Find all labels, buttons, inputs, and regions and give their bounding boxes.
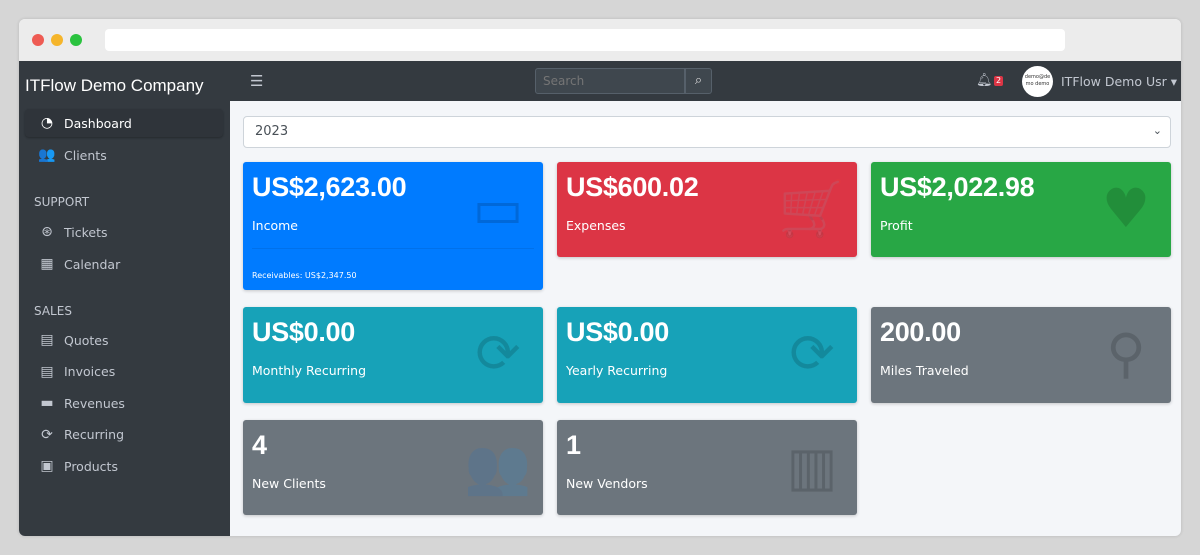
stat-label: Miles Traveled [880, 363, 969, 378]
sync-icon: ⟳ [789, 322, 835, 385]
stat-value: 4 [252, 430, 267, 460]
sidebar-item-label: Tickets [64, 224, 108, 240]
search-button[interactable]: ⌕ [685, 68, 712, 94]
receivables-text: Receivables: US$2,347.50 [252, 271, 357, 280]
stat-value: US$2,022.98 [880, 172, 1035, 202]
avatar[interactable]: demo@demo demo [1022, 66, 1053, 97]
stat-value: 200.00 [880, 317, 961, 347]
stat-value: US$2,623.00 [252, 172, 407, 202]
address-bar[interactable] [105, 29, 1065, 51]
sidebar-item-label: Dashboard [64, 115, 132, 131]
sidebar-item-products[interactable]: ▣ Products [25, 452, 223, 480]
users-icon: 👥 [464, 435, 532, 498]
divider [252, 248, 534, 249]
sync-icon: ⟳ [41, 426, 53, 443]
sidebar-item-label: Recurring [64, 427, 124, 443]
credit-card-icon: ▭ [472, 177, 524, 240]
browser-window: ITFlow Demo Company ◔ Dashboard 👥 Clients SU… [19, 19, 1181, 536]
stat-card-expenses[interactable]: US$600.02 Expenses 🛒 [557, 162, 857, 257]
route-icon: ⚲ [1106, 322, 1146, 385]
invoice-icon: ▤ [40, 363, 54, 380]
sidebar-item-revenues[interactable]: ▬ Revenues [25, 389, 223, 417]
maximize-window-button[interactable] [70, 34, 82, 46]
box-icon: ▣ [40, 458, 54, 475]
top-navbar: ☰ ⌕ 🔔︎ 2 demo@demo demo ITFlow Demo Usr … [230, 61, 1181, 101]
minimize-window-button[interactable] [51, 34, 63, 46]
heart-icon: ♥ [1101, 177, 1151, 240]
search-input[interactable] [535, 68, 685, 94]
life-ring-icon: ⊛ [41, 224, 53, 240]
stat-label: New Vendors [566, 476, 648, 491]
sidebar-item-dashboard[interactable]: ◔ Dashboard [25, 109, 223, 137]
users-icon: 👥 [38, 147, 56, 163]
sidebar-item-label: Clients [64, 147, 107, 163]
brand-link[interactable]: ITFlow Demo Company [25, 76, 204, 95]
stat-card-profit[interactable]: US$2,022.98 Profit ♥ [871, 162, 1171, 257]
calendar-icon: ▦ [40, 256, 54, 272]
close-window-button[interactable] [32, 34, 44, 46]
stat-label: Expenses [566, 218, 626, 233]
sidebar-item-label: Invoices [64, 364, 116, 380]
sidebar-item-recurring[interactable]: ⟳ Recurring [25, 421, 223, 449]
sidebar-item-clients[interactable]: 👥 Clients [25, 141, 223, 169]
stat-label: New Clients [252, 476, 326, 491]
notification-badge: 2 [994, 76, 1004, 86]
cart-icon: 🛒 [778, 177, 846, 240]
sidebar-item-label: Products [64, 458, 118, 474]
stat-value: US$0.00 [566, 317, 669, 347]
user-menu[interactable]: ITFlow Demo Usr ▾ [1061, 74, 1177, 89]
stat-card-new-clients[interactable]: 4 New Clients 👥 [243, 420, 543, 515]
sidebar-item-tickets[interactable]: ⊛ Tickets [25, 218, 223, 246]
sync-icon: ⟳ [475, 322, 521, 385]
tachometer-icon: ◔ [40, 115, 54, 131]
sidebar-item-label: Quotes [64, 332, 109, 348]
sidebar-header: SALES [34, 304, 72, 318]
stat-label: Monthly Recurring [252, 363, 367, 378]
stat-card-miles-traveled[interactable]: 200.00 Miles Traveled ⚲ [871, 307, 1171, 403]
stat-card-yearly-recurring[interactable]: US$0.00 Yearly Recurring ⟳ [557, 307, 857, 403]
stat-value: US$600.02 [566, 172, 699, 202]
stat-card-monthly-recurring[interactable]: US$0.00 Monthly Recurring ⟳ [243, 307, 543, 403]
bell-icon[interactable]: 🔔︎ [976, 73, 992, 88]
stat-card-income[interactable]: US$2,623.00 Income ▭ Receivables: US$2,347.… [243, 162, 543, 290]
menu-toggle-icon[interactable]: ☰ [250, 72, 264, 90]
stat-label: Profit [880, 218, 913, 233]
stat-value: 1 [566, 430, 581, 460]
sidebar-item-quotes[interactable]: ▤ Quotes [25, 326, 223, 354]
stat-value: US$0.00 [252, 317, 355, 347]
file-icon: ▤ [40, 332, 54, 348]
sidebar-item-calendar[interactable]: ▦ Calendar [25, 250, 223, 278]
sidebar-header: SUPPORT [34, 195, 90, 209]
stat-label: Income [252, 218, 298, 233]
sidebar-item-label: Calendar [64, 256, 121, 272]
year-value: 2023 [255, 124, 289, 139]
credit-card-icon: ▬ [40, 395, 54, 412]
chevron-down-icon: ⌄ [1152, 124, 1162, 137]
stat-card-new-vendors[interactable]: 1 New Vendors ▥ [557, 420, 857, 515]
sidebar: ITFlow Demo Company ◔ Dashboard 👥 Clients SU… [19, 61, 230, 536]
stat-label: Yearly Recurring [566, 363, 668, 378]
building-icon: ▥ [786, 435, 838, 498]
year-select[interactable]: 2023 ⌄ [243, 116, 1171, 148]
browser-titlebar [19, 19, 1181, 61]
sidebar-item-invoices[interactable]: ▤ Invoices [25, 358, 223, 386]
sidebar-item-label: Revenues [64, 395, 125, 411]
